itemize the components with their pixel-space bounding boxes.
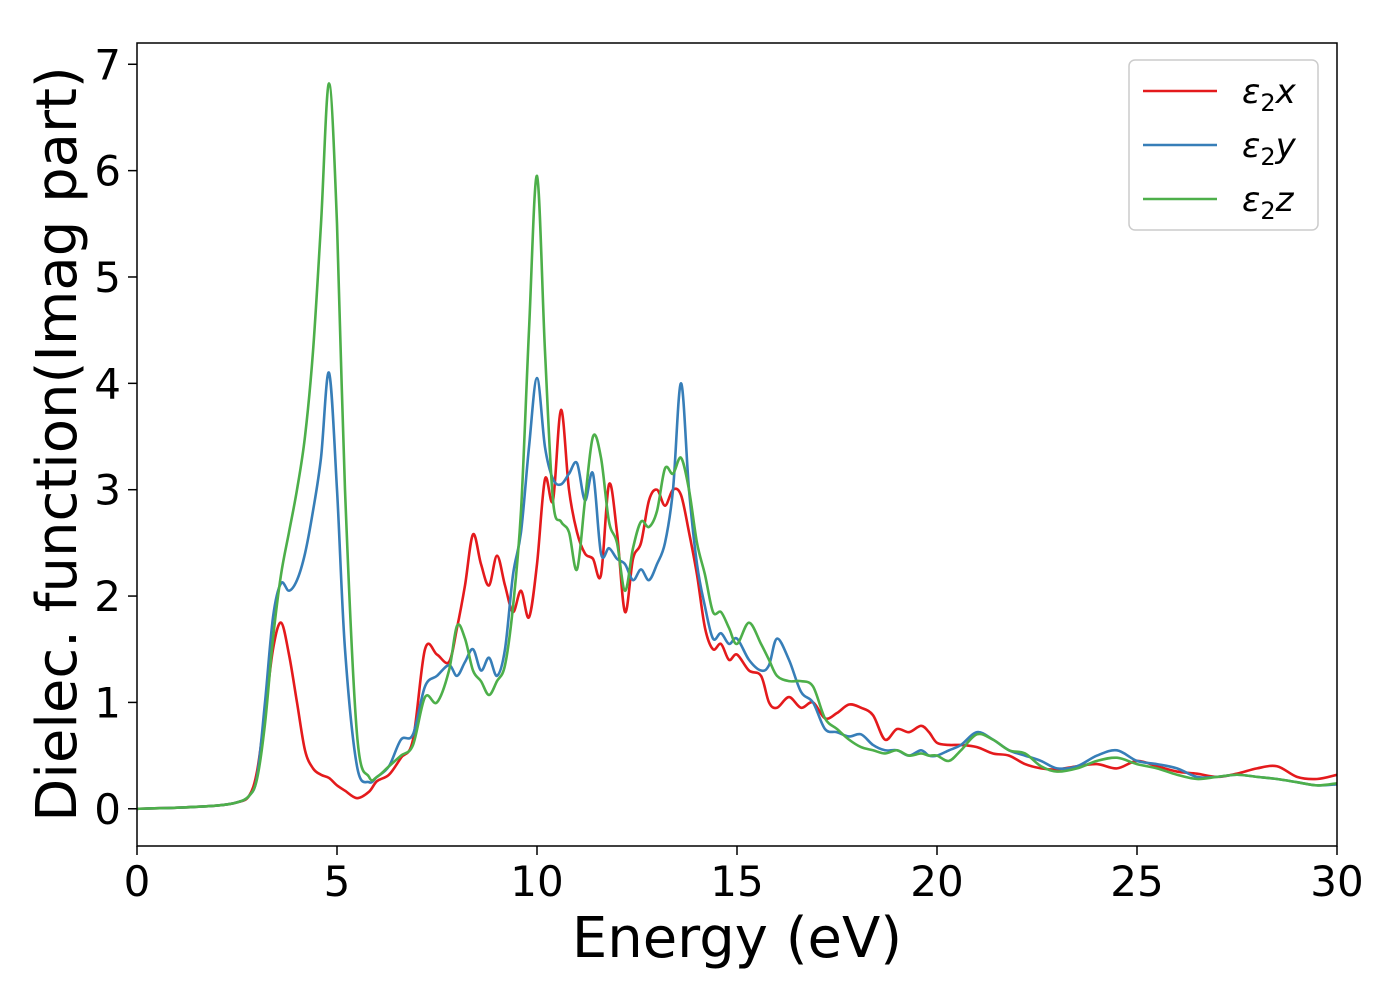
series-layer bbox=[137, 82, 1337, 811]
x-tick-label: 5 bbox=[324, 857, 351, 906]
y-tick-label: 5 bbox=[94, 253, 121, 302]
legend: ε2x ε2y ε2z bbox=[1128, 59, 1319, 231]
legend-label-1: ε2x bbox=[1242, 72, 1297, 117]
legend-label-2: ε2y bbox=[1242, 126, 1297, 171]
series-line-1 bbox=[137, 408, 1337, 811]
legend-box bbox=[1128, 59, 1319, 231]
y-axis: 0 1 2 3 4 5 6 7 bbox=[94, 40, 137, 834]
x-tick-label: 20 bbox=[910, 857, 963, 906]
series-line-3 bbox=[137, 82, 1337, 811]
x-tick-label: 15 bbox=[710, 857, 763, 906]
x-tick-label: 0 bbox=[124, 857, 151, 906]
y-tick-label: 0 bbox=[94, 785, 121, 834]
y-tick-label: 7 bbox=[94, 40, 121, 89]
legend-label-3: ε2z bbox=[1242, 180, 1295, 225]
x-tick-label: 25 bbox=[1110, 857, 1163, 906]
y-tick-label: 4 bbox=[94, 359, 121, 408]
x-axis: 0 5 10 15 20 25 30 bbox=[124, 846, 1364, 906]
y-tick-label: 3 bbox=[94, 466, 121, 515]
x-tick-label: 30 bbox=[1310, 857, 1363, 906]
y-tick-label: 2 bbox=[94, 572, 121, 621]
x-tick-label: 10 bbox=[510, 857, 563, 906]
y-tick-label: 1 bbox=[94, 678, 121, 727]
x-axis-title: Energy (eV) bbox=[572, 906, 902, 971]
y-tick-label: 6 bbox=[94, 147, 121, 196]
y-axis-title: Dielec. function(Imag part) bbox=[25, 66, 90, 822]
